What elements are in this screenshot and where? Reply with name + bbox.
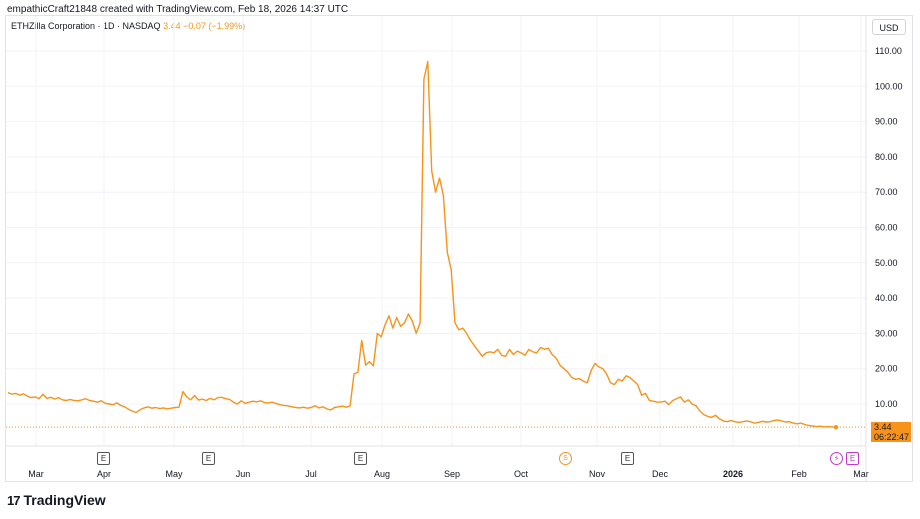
x-tick-label: Jun — [236, 469, 251, 479]
y-tick-label: 50.00 — [875, 258, 898, 268]
tradingview-logo-icon: 17 — [7, 492, 21, 508]
x-tick-label: Mar — [28, 469, 44, 479]
bolt-event-icon[interactable]: ⚡ — [830, 452, 843, 465]
y-tick-label: 100.00 — [875, 81, 903, 91]
last-price-point — [833, 424, 839, 430]
price-tag-countdown: 06:22:47 — [874, 432, 910, 442]
earnings-event-icon[interactable]: E — [97, 452, 110, 465]
y-tick-label: 70.00 — [875, 187, 898, 197]
x-tick-label: Oct — [514, 469, 529, 479]
x-tick-label: Feb — [791, 469, 807, 479]
created-line: empathicCraft21848 created with TradingV… — [7, 4, 349, 15]
y-tick-label: 80.00 — [875, 152, 898, 162]
tradingview-brand[interactable]: 17 TradingView — [7, 492, 106, 508]
y-tick-label: 90.00 — [875, 117, 898, 127]
y-tick-label: 110.00 — [875, 46, 902, 56]
split-event-icon[interactable]: S — [559, 452, 572, 465]
earnings-event-icon[interactable]: E — [621, 452, 634, 465]
symbol-label: ETHZilla Corporation · 1D · NASDAQ — [11, 21, 161, 31]
x-tick-label: Jul — [305, 469, 317, 479]
x-tick-label: Aug — [374, 469, 390, 479]
y-tick-label: 10.00 — [875, 399, 898, 409]
chart-legend: ETHZilla Corporation · 1D · NASDAQ 3.44 … — [11, 21, 245, 31]
x-tick-label: Apr — [97, 469, 111, 479]
x-tick-label: Nov — [589, 469, 606, 479]
price-series-line — [7, 60, 837, 428]
currency-button[interactable]: USD — [872, 19, 906, 35]
x-tick-label: May — [165, 469, 183, 479]
y-tick-label: 60.00 — [875, 223, 898, 233]
chart-frame[interactable] — [5, 15, 913, 482]
x-tick-label: Mar — [853, 469, 869, 479]
price-tag-value: 3.44 — [874, 422, 892, 432]
last-price-tag: 3.44 06:22:47 — [871, 422, 911, 442]
earnings-event-icon[interactable]: E — [202, 452, 215, 465]
y-tick-label: 40.00 — [875, 293, 898, 303]
earnings-event-icon[interactable]: E — [354, 452, 367, 465]
upcoming-earnings-icon[interactable]: E — [846, 452, 859, 465]
brand-name: TradingView — [23, 492, 106, 508]
x-tick-label: Sep — [444, 469, 460, 479]
y-tick-label: 20.00 — [875, 364, 898, 374]
last-price: 3.44 — [163, 21, 181, 31]
y-tick-label: 30.00 — [875, 328, 898, 338]
x-tick-label: 2026 — [723, 469, 743, 479]
x-tick-label: Dec — [652, 469, 669, 479]
price-change: −0.07 (−1.99%) — [183, 21, 246, 31]
